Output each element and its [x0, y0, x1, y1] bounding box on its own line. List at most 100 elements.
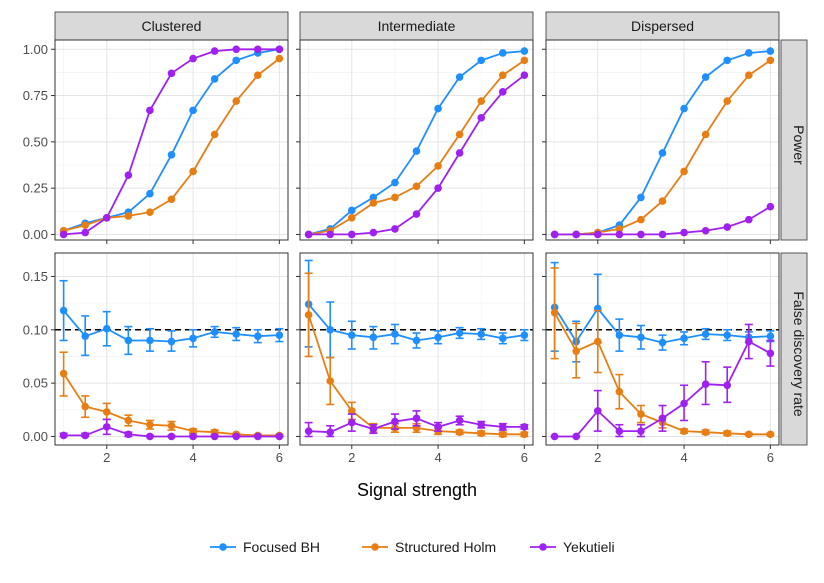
data-point: [593, 407, 602, 415]
data-point: [744, 337, 753, 346]
data-point: [701, 380, 710, 389]
data-point: [146, 420, 154, 429]
panel-border: [545, 252, 780, 446]
panel-border: [54, 39, 289, 241]
data-point: [658, 197, 667, 205]
data-point: [615, 230, 624, 239]
data-point: [102, 324, 111, 333]
data-point: [744, 215, 753, 224]
data-point: [146, 432, 154, 441]
data-point: [189, 106, 197, 115]
panel-series-power-intermediate: [304, 47, 529, 239]
data-point: [572, 230, 581, 239]
data-point: [253, 45, 262, 54]
data-point: [455, 149, 464, 157]
panel-series-false-discovery-rate-clustered: [59, 279, 284, 441]
data-point: [232, 97, 241, 105]
data-point: [434, 333, 442, 342]
x-tick-label: 4: [434, 450, 441, 465]
x-tick-label: 2: [348, 450, 355, 465]
data-point: [520, 423, 529, 431]
data-point: [210, 75, 219, 83]
data-point: [658, 338, 667, 347]
data-point: [275, 331, 284, 339]
data-point: [369, 228, 378, 237]
data-point: [412, 182, 421, 191]
panel-series-false-discovery-rate-dispersed: [550, 261, 775, 441]
data-point: [412, 147, 421, 155]
y-tick-label: 0.50: [23, 134, 48, 149]
data-point: [189, 432, 197, 441]
y-tick-label: 0.15: [23, 269, 48, 284]
data-point: [550, 432, 559, 441]
data-point: [326, 428, 335, 437]
data-point: [766, 47, 775, 55]
data-point: [680, 399, 688, 408]
data-point: [102, 408, 111, 416]
series-structured-holm: [59, 54, 284, 235]
data-point: [167, 69, 176, 78]
data-point: [326, 230, 335, 239]
data-point: [744, 71, 753, 79]
data-point: [723, 331, 732, 339]
series-yekutieli: [550, 202, 775, 239]
data-point: [766, 202, 775, 211]
data-point: [189, 334, 197, 343]
data-point: [412, 414, 421, 423]
data-point: [477, 113, 486, 122]
legend-label: Structured Holm: [395, 539, 496, 555]
data-point: [275, 45, 284, 54]
data-point: [680, 427, 688, 435]
data-point: [167, 432, 176, 441]
row-label-power: Power: [791, 125, 807, 165]
data-point: [455, 329, 464, 337]
data-point: [723, 97, 732, 105]
facet-strip-clustered: [54, 11, 289, 41]
panel-series-power-clustered: [59, 45, 284, 239]
data-point: [680, 228, 688, 237]
panel-border: [545, 39, 780, 241]
data-point: [210, 47, 219, 55]
facet-label-intermediate: Intermediate: [378, 18, 456, 34]
data-point: [615, 225, 624, 233]
data-point: [347, 418, 356, 427]
data-point: [124, 171, 133, 179]
data-point: [701, 428, 710, 437]
panel-border: [299, 252, 534, 446]
data-point: [59, 306, 68, 315]
data-point: [744, 49, 753, 57]
panel-border: [299, 39, 534, 241]
data-point: [124, 336, 133, 345]
data-point: [477, 330, 486, 338]
y-tick-label: 0.10: [23, 322, 48, 337]
data-point: [412, 336, 421, 345]
data-point: [455, 428, 464, 437]
panel-series-false-discovery-rate-intermediate: [304, 259, 529, 439]
data-point: [658, 230, 667, 239]
data-point: [498, 334, 507, 343]
x-tick-label: 4: [680, 450, 687, 465]
data-point: [498, 88, 507, 96]
data-point: [701, 73, 710, 81]
data-point: [520, 47, 529, 55]
data-point: [477, 420, 486, 429]
data-point: [253, 332, 262, 341]
series-focused-bh: [59, 279, 284, 357]
data-point: [326, 377, 335, 385]
data-point: [637, 410, 645, 418]
data-point: [550, 230, 559, 239]
data-point: [59, 369, 68, 378]
data-point: [615, 427, 624, 435]
facet-label-dispersed: Dispersed: [631, 18, 694, 34]
data-point: [347, 213, 356, 222]
data-point: [347, 206, 356, 215]
data-point: [347, 230, 356, 239]
data-point: [146, 189, 154, 198]
data-point: [680, 334, 688, 343]
data-point: [572, 432, 581, 441]
data-point: [326, 326, 335, 334]
y-tick-label: 1.00: [23, 42, 48, 57]
data-point: [146, 336, 154, 345]
data-point: [275, 54, 284, 63]
